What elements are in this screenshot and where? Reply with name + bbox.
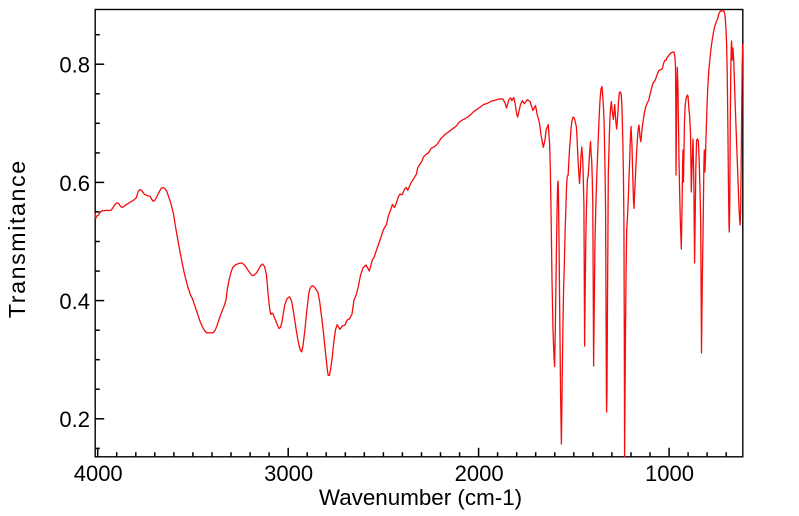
- svg-text:2000: 2000: [455, 461, 504, 486]
- svg-text:0.8: 0.8: [59, 53, 90, 78]
- svg-text:0.6: 0.6: [59, 171, 90, 196]
- svg-text:1000: 1000: [645, 461, 694, 486]
- svg-text:0.4: 0.4: [59, 289, 90, 314]
- svg-text:0.2: 0.2: [59, 407, 90, 432]
- svg-text:Transmitance: Transmitance: [4, 159, 30, 318]
- svg-text:3000: 3000: [264, 461, 313, 486]
- svg-text:4000: 4000: [74, 461, 123, 486]
- svg-text:Wavenumber (cm-1): Wavenumber (cm-1): [319, 485, 522, 510]
